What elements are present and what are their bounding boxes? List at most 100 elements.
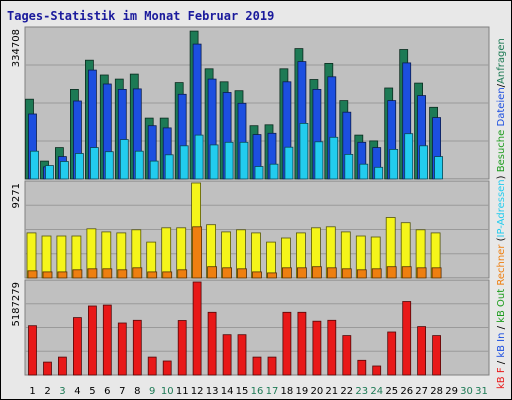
bar-bottom-kb-8 bbox=[132, 319, 142, 376]
bar-bottom-kb-18 bbox=[282, 311, 292, 376]
bar-bottom-kb-21 bbox=[327, 319, 337, 376]
bar-middle-ip-adressen-13 bbox=[207, 266, 218, 279]
bar-bottom-kb-16 bbox=[252, 356, 262, 376]
x-tick-label-2: 2 bbox=[44, 386, 50, 397]
bar-middle-ip-adressen-18 bbox=[281, 267, 292, 279]
bar-top-besuche-10 bbox=[164, 154, 174, 180]
x-tick-label-9: 9 bbox=[149, 386, 155, 397]
bar-top-besuche-18 bbox=[284, 146, 294, 180]
x-tick-label-13: 13 bbox=[206, 386, 219, 397]
bar-middle-ip-adressen-3 bbox=[57, 271, 68, 279]
bar-middle-ip-adressen-27 bbox=[416, 267, 427, 279]
bar-top-besuche-28 bbox=[434, 156, 444, 180]
x-tick-label-12: 12 bbox=[191, 386, 204, 397]
x-tick-label-19: 19 bbox=[296, 386, 309, 397]
x-tick-label-5: 5 bbox=[89, 386, 95, 397]
x-tick-label-4: 4 bbox=[74, 386, 80, 397]
legend-part-12: Dateien bbox=[496, 87, 507, 126]
bar-bottom-kb-7 bbox=[117, 322, 127, 376]
bar-bottom-kb-9 bbox=[147, 356, 157, 376]
x-tick-label-16: 16 bbox=[251, 386, 264, 397]
x-tick-label-20: 20 bbox=[311, 386, 324, 397]
legend-part-0: kB F bbox=[496, 367, 507, 389]
legend-part-13: / bbox=[496, 83, 507, 87]
bar-bottom-kb-14 bbox=[222, 334, 232, 376]
bar-bottom-kb-1 bbox=[28, 325, 37, 376]
ymax-label-top: 334708 bbox=[11, 29, 22, 67]
bar-bottom-kb-2 bbox=[43, 361, 52, 376]
bar-top-besuche-20 bbox=[314, 141, 324, 180]
legend-part-2: kB In bbox=[496, 333, 507, 358]
bar-bottom-kb-4 bbox=[73, 317, 82, 376]
bar-middle-ip-adressen-19 bbox=[296, 267, 307, 279]
bar-top-besuche-8 bbox=[134, 150, 144, 180]
bar-middle-ip-adressen-10 bbox=[162, 271, 173, 279]
legend-part-7: ( bbox=[496, 237, 507, 244]
bar-bottom-kb-27 bbox=[417, 326, 427, 376]
bar-bottom-kb-3 bbox=[58, 356, 67, 376]
bar-top-besuche-17 bbox=[269, 163, 279, 180]
bar-top-besuche-25 bbox=[389, 148, 399, 180]
legend-part-1: / bbox=[496, 358, 507, 368]
bar-top-besuche-2 bbox=[45, 165, 54, 180]
legend-part-8: IP-Adressen bbox=[496, 179, 507, 237]
bar-top-besuche-4 bbox=[75, 153, 84, 180]
x-tick-label-22: 22 bbox=[340, 386, 353, 397]
ymax-label-middle: 9271 bbox=[11, 183, 22, 208]
bar-bottom-kb-24 bbox=[372, 365, 382, 376]
bar-middle-ip-adressen-7 bbox=[117, 269, 128, 279]
x-tick-label-27: 27 bbox=[415, 386, 428, 397]
bar-bottom-kb-23 bbox=[357, 359, 367, 376]
bar-middle-ip-adressen-4 bbox=[72, 269, 83, 279]
x-tick-label-24: 24 bbox=[370, 386, 383, 397]
bar-top-besuche-14 bbox=[224, 141, 234, 180]
x-tick-label-7: 7 bbox=[119, 386, 125, 397]
bar-top-besuche-16 bbox=[254, 166, 264, 180]
bar-top-besuche-11 bbox=[179, 145, 189, 180]
bar-top-besuche-15 bbox=[239, 141, 249, 180]
x-tick-label-3: 3 bbox=[59, 386, 65, 397]
bar-top-besuche-24 bbox=[374, 166, 384, 180]
legend-part-3: / bbox=[496, 323, 507, 333]
x-tick-label-10: 10 bbox=[161, 386, 174, 397]
bar-middle-ip-adressen-24 bbox=[371, 268, 382, 279]
legend-part-6: Rechner bbox=[496, 244, 507, 286]
bar-top-besuche-7 bbox=[119, 139, 129, 180]
bar-middle-ip-adressen-17 bbox=[267, 272, 277, 279]
bar-middle-ip-adressen-22 bbox=[341, 268, 352, 279]
x-tick-label-26: 26 bbox=[400, 386, 413, 397]
bar-bottom-kb-17 bbox=[267, 356, 277, 376]
bar-top-besuche-3 bbox=[60, 161, 69, 180]
x-tick-label-29: 29 bbox=[445, 386, 458, 397]
legend-part-4: kB Out bbox=[496, 289, 507, 323]
bar-bottom-kb-19 bbox=[297, 311, 307, 376]
bar-bottom-kb-5 bbox=[88, 305, 97, 376]
bar-middle-ip-adressen-12 bbox=[192, 226, 203, 279]
bar-middle-ip-adressen-5 bbox=[87, 268, 98, 279]
legend-part-9: ) bbox=[496, 172, 507, 179]
bar-top-besuche-21 bbox=[329, 136, 339, 180]
x-tick-label-31: 31 bbox=[475, 386, 488, 397]
bar-top-besuche-26 bbox=[404, 133, 414, 180]
bar-middle-ip-adressen-15 bbox=[237, 268, 247, 279]
bar-middle-ip-adressen-14 bbox=[222, 267, 233, 279]
bar-top-besuche-23 bbox=[359, 163, 369, 180]
bar-middle-ip-adressen-9 bbox=[147, 271, 158, 279]
legend-part-14: Anfragen bbox=[496, 38, 507, 84]
bar-bottom-kb-22 bbox=[342, 335, 352, 376]
bar-top-besuche-22 bbox=[344, 153, 354, 180]
bar-middle-ip-adressen-2 bbox=[42, 271, 53, 279]
bar-top-besuche-6 bbox=[104, 151, 114, 180]
legend: kB F / kB In / kB Out Rechner (IP-Adress… bbox=[496, 38, 507, 389]
x-tick-label-8: 8 bbox=[134, 386, 140, 397]
x-tick-label-30: 30 bbox=[460, 386, 473, 397]
chart-title: Tages-Statistik im Monat Februar 2019 bbox=[7, 9, 275, 23]
bar-top-besuche-19 bbox=[299, 123, 309, 180]
x-tick-label-11: 11 bbox=[176, 386, 189, 397]
x-tick-label-1: 1 bbox=[29, 386, 35, 397]
bar-middle-ip-adressen-21 bbox=[326, 267, 337, 279]
bar-middle-ip-adressen-16 bbox=[252, 271, 262, 279]
bar-middle-ip-adressen-6 bbox=[102, 268, 113, 279]
